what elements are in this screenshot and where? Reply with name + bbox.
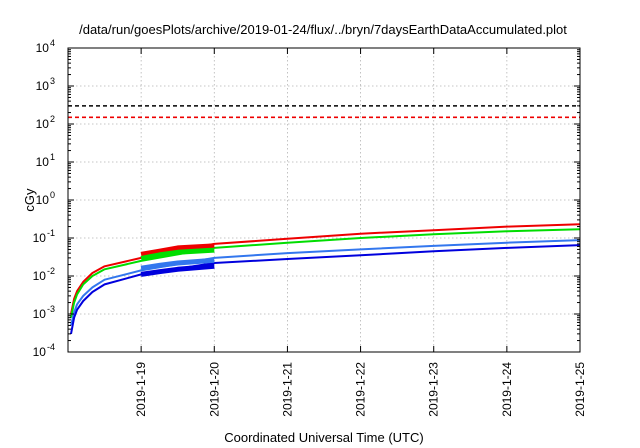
y-tick-exponent: 0 <box>50 190 55 200</box>
y-tick-label: 100 <box>36 190 55 207</box>
y-tick-label: 101 <box>36 152 55 169</box>
x-tick-label: 2019-1-22 <box>354 362 368 417</box>
y-tick-exponent: -1 <box>47 228 55 238</box>
chart-title: /data/run/goesPlots/archive/2019-01-24/f… <box>79 22 567 37</box>
series-line <box>140 263 215 277</box>
series-line <box>140 243 215 257</box>
series-group <box>70 223 581 335</box>
x-axis-ticks: 2019-1-19 2019-1-20 2019-1-21 2019-1-22 2019… <box>134 48 587 417</box>
series-line <box>140 257 215 271</box>
x-tick-label: 2019-1-21 <box>280 362 294 417</box>
series-line <box>70 228 581 318</box>
y-tick-label: 10-1 <box>33 228 55 245</box>
y-axis-label: cGy <box>22 188 37 212</box>
y-tick-label: 104 <box>36 38 55 55</box>
x-tick-label: 2019-1-20 <box>207 362 221 417</box>
x-tick-label: 2019-1-25 <box>573 362 587 417</box>
y-tick-exponent: 4 <box>50 38 55 48</box>
y-tick-label: 10-2 <box>33 266 55 283</box>
y-tick-exponent: -3 <box>47 304 55 314</box>
x-axis-label: Coordinated Universal Time (UTC) <box>224 430 423 445</box>
series-line <box>70 239 581 326</box>
y-tick-label: 10-3 <box>33 304 55 321</box>
y-tick-exponent: -4 <box>47 342 55 352</box>
y-tick-exponent: 3 <box>50 76 55 86</box>
y-tick-label: 102 <box>36 114 55 131</box>
x-tick-label: 2019-1-24 <box>500 362 514 417</box>
y-tick-exponent: 1 <box>50 152 55 162</box>
y-tick-exponent: -2 <box>47 266 55 276</box>
grid <box>68 48 580 352</box>
y-tick-exponent: 2 <box>50 114 55 124</box>
y-tick-label: 103 <box>36 76 55 93</box>
series-line <box>140 247 215 261</box>
x-tick-label: 2019-1-23 <box>427 362 441 417</box>
y-tick-label: 10-4 <box>33 342 55 359</box>
threshold-lines <box>68 105 580 119</box>
x-tick-label: 2019-1-19 <box>134 362 148 417</box>
